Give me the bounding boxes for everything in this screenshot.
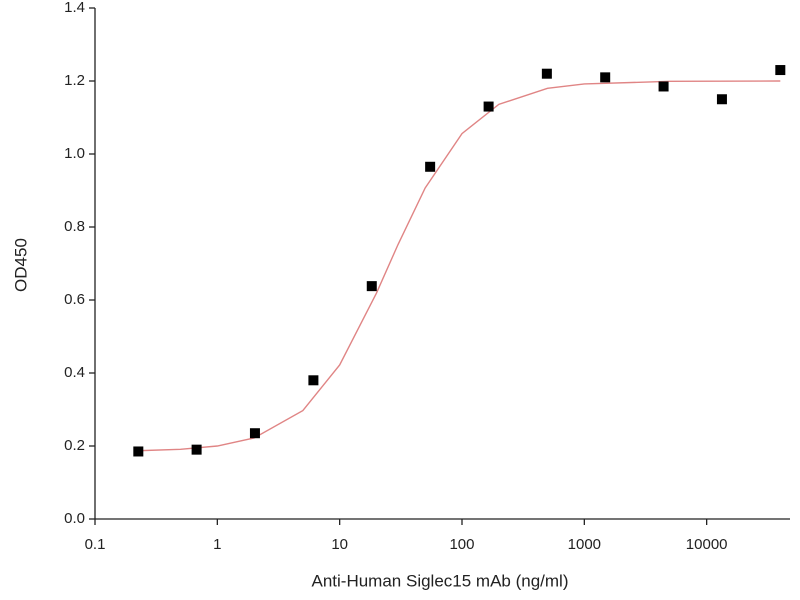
data-point [775,65,786,76]
data-point [191,444,202,455]
data-point [425,161,436,172]
y-axis-label: OD450 [11,238,30,292]
data-point [541,68,552,79]
y-tick-label: 1.0 [64,145,85,162]
x-tick-label: 0.1 [85,536,106,553]
y-tick-label: 0.4 [64,364,85,381]
y-tick-label: 0.6 [64,291,85,308]
data-point [249,428,260,439]
data-point [366,281,377,292]
y-tick-label: 0.2 [64,437,85,454]
fit-curve [136,80,781,452]
x-axis-label: Anti-Human Siglec15 mAb (ng/ml) [312,571,569,590]
x-tick-label: 100 [449,536,474,553]
x-tick-label: 1 [213,536,221,553]
y-tick-label: 0.8 [64,218,85,235]
y-tick-label: 1.4 [64,0,85,16]
data-point [716,94,727,105]
data-point [133,446,144,457]
x-tick-label: 10 [331,536,348,553]
data-point [658,81,669,92]
data-point [308,375,319,386]
data-point [600,72,611,83]
y-tick-label: 0.0 [64,510,85,527]
x-tick-label: 1000 [568,536,601,553]
y-tick-label: 1.2 [64,72,85,89]
data-point [483,101,494,112]
x-tick-label: 10000 [686,536,728,553]
